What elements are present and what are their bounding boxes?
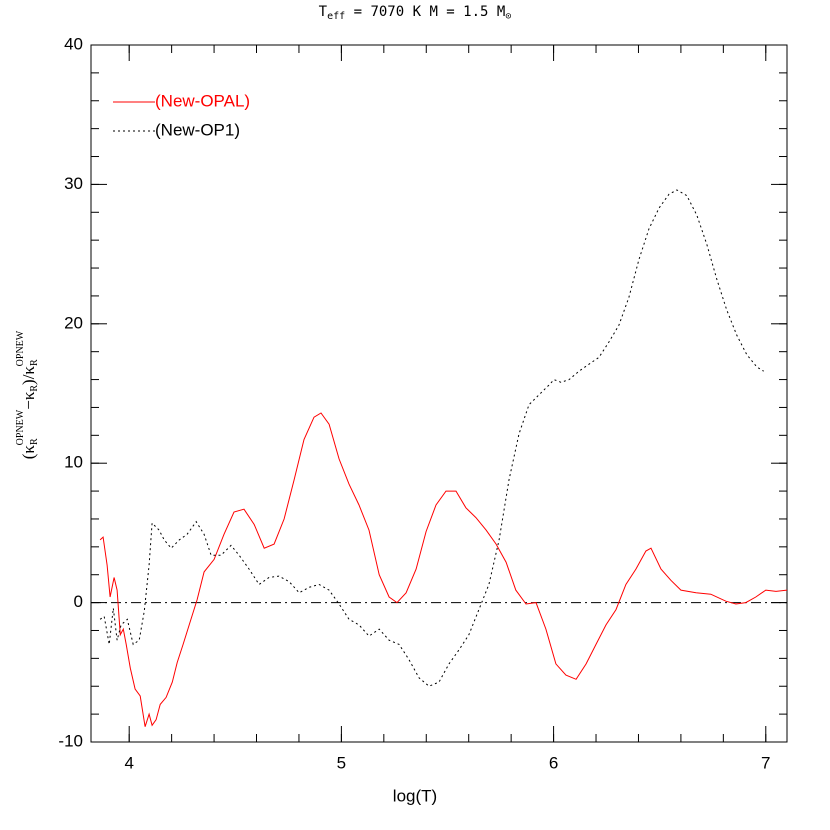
title-part: ⊙ [505, 11, 511, 22]
y-label-part: OPNEW [15, 330, 26, 366]
y-tick-label: 20 [64, 313, 83, 332]
plot-frame [90, 44, 788, 743]
y-label-part: )/κ [19, 366, 38, 385]
y-tick-label: 10 [64, 453, 83, 472]
y-tick-label: 30 [64, 174, 83, 193]
y-tick-label: 40 [64, 34, 83, 53]
legend-label: (New-OP1) [155, 120, 240, 139]
x-tick-label: 5 [337, 753, 346, 772]
legend-label: (New-OPAL) [155, 91, 250, 110]
y-label-part: R [29, 438, 40, 445]
chart-title: Teff = 7070 K M = 1.5 M⊙ [319, 4, 512, 22]
title-part: T [319, 4, 328, 20]
x-tick-label: 6 [549, 753, 558, 772]
y-label-part: (κ [19, 445, 38, 460]
title-part: eff [327, 11, 345, 22]
y-label-part: OPNEW [15, 409, 26, 445]
y-tick-label: 0 [74, 592, 83, 611]
series-line [99, 189, 764, 687]
x-axis-label: log(T) [393, 786, 437, 805]
series-line [99, 412, 788, 727]
y-label-part: R [29, 385, 40, 392]
y-axis-label: (κROPNEW−κR)/κROPNEW [15, 330, 40, 459]
x-tick-label: 7 [761, 753, 770, 772]
y-label-part: −κ [19, 391, 38, 410]
title-part: = 7070 K M = 1.5 M [345, 4, 505, 20]
y-tick-label: -10 [58, 731, 83, 750]
x-tick-label: 4 [124, 753, 133, 772]
y-label-part: R [29, 359, 40, 366]
